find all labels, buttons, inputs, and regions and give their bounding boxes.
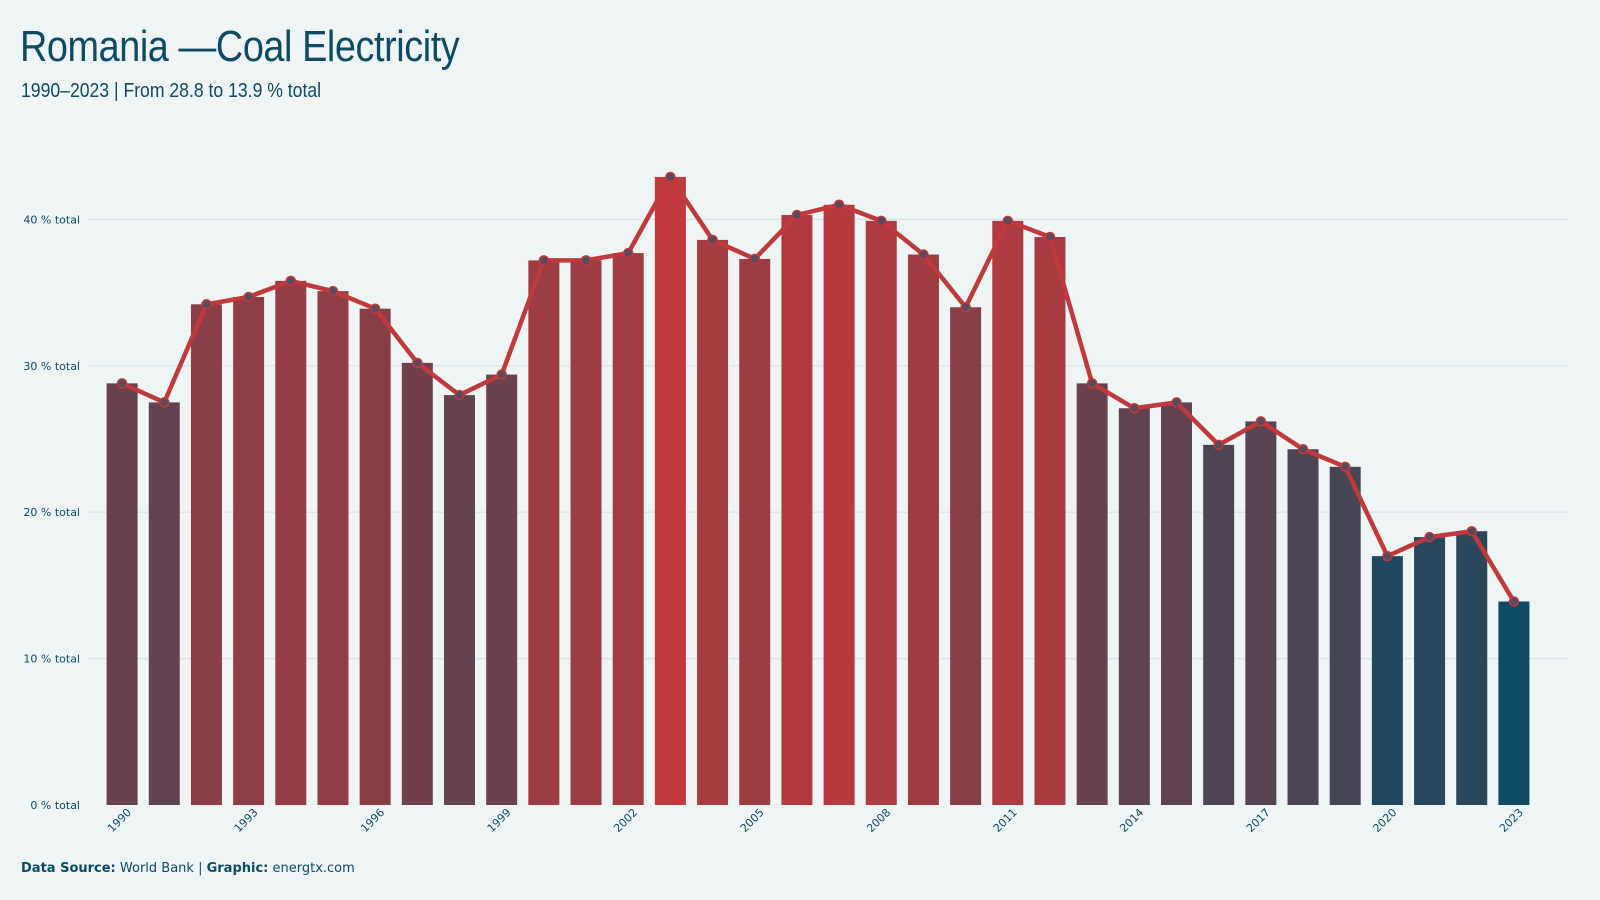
bar-2004 [697,239,729,805]
source-value: World Bank | [115,861,207,876]
x-tick-label: 2008 [864,806,893,835]
bar-1999 [486,374,518,805]
point-2011 [1002,215,1014,227]
x-tick-label: 2005 [738,806,767,835]
bar-2023 [1498,601,1530,805]
bar-1998 [444,395,475,805]
bar-1994 [275,280,307,805]
series-line [119,174,1517,604]
x-tick-label: 2002 [611,806,640,835]
point-2012 [1044,231,1056,243]
point-1991 [159,397,170,408]
point-2016 [1213,439,1224,451]
bar-2007 [823,204,855,805]
point-2019 [1339,461,1351,473]
point-2020 [1382,550,1393,562]
y-tick-label: 10 % total [23,653,80,666]
point-2014 [1129,403,1140,414]
point-2010 [960,301,971,313]
line-layer [116,171,1520,607]
point-2022 [1466,525,1477,537]
point-2015 [1171,397,1182,408]
y-tick-label: 0 % total [30,799,80,812]
point-1995 [327,285,339,297]
bar-2016 [1203,444,1235,805]
bar-2022 [1456,531,1488,805]
bar-2013 [1076,383,1108,805]
point-1997 [412,357,423,369]
bar-2018 [1287,449,1319,805]
graphic-label: Graphic: [206,861,269,876]
x-tick-label: 1999 [485,806,514,835]
bar-2009 [907,254,939,805]
point-1990 [116,378,128,389]
x-tick-label: 2014 [1117,806,1146,835]
y-tick-label: 20 % total [23,506,80,519]
bar-2017 [1245,421,1277,805]
bar-2021 [1414,537,1446,805]
bar-2019 [1329,466,1361,805]
point-1994 [285,275,297,287]
chart-subtitle: 1990–2023 | From 28.8 to 13.9 % total [21,80,322,102]
bar-1996 [359,308,391,805]
point-2004 [707,234,718,246]
x-tick-label: 2017 [1244,806,1273,835]
bar-1995 [317,291,349,805]
point-2021 [1424,531,1435,543]
bar-2020 [1371,556,1403,805]
point-1993 [243,291,254,303]
point-2007 [833,199,845,211]
point-2006 [791,209,803,221]
x-tick-label: 2020 [1370,806,1399,835]
x-tick-label: 1993 [232,806,261,835]
bar-2015 [1161,402,1192,805]
x-tick-label: 1996 [358,806,387,835]
bar-2014 [1118,408,1150,805]
bar-2000 [528,260,560,806]
y-tick-label: 30 % total [23,360,80,373]
source-label: Data Source: [21,861,116,876]
bar-1993 [233,296,265,805]
graphic-value: energtx.com [268,861,355,876]
bar-1991 [148,402,180,805]
bar-2006 [781,215,813,805]
point-1998 [454,389,465,401]
x-tick-label: 2011 [991,806,1020,835]
point-2000 [538,255,550,266]
point-2001 [580,255,592,266]
point-2008 [876,215,887,227]
bar-1990 [106,383,138,805]
bar-2010 [950,307,982,805]
bar-2001 [570,260,602,806]
y-tick-label: 40 % total [23,213,80,226]
point-2018 [1297,443,1309,455]
point-1999 [496,369,507,380]
bar-2005 [739,258,771,806]
chart-title: Romania —Coal Electricity [20,22,460,71]
bar-1997 [401,362,433,805]
point-2009 [918,249,929,260]
point-2023 [1508,596,1520,607]
bar-1992 [190,304,222,805]
x-tick-label: 2023 [1497,806,1526,835]
bar-layer [106,176,1530,806]
point-1992 [201,299,212,310]
point-2005 [749,253,760,265]
x-tick-label: 1990 [105,806,134,835]
point-2003 [665,171,676,183]
bar-2011 [992,220,1024,805]
point-1996 [369,303,381,314]
bar-2003 [654,176,686,806]
point-2013 [1086,378,1098,389]
point-2017 [1255,416,1267,427]
source-footer: Data Source: World Bank | Graphic: energ… [21,861,355,876]
bar-2002 [612,253,644,805]
bar-2008 [865,220,897,805]
bar-2012 [1034,236,1066,805]
point-2002 [622,247,634,259]
